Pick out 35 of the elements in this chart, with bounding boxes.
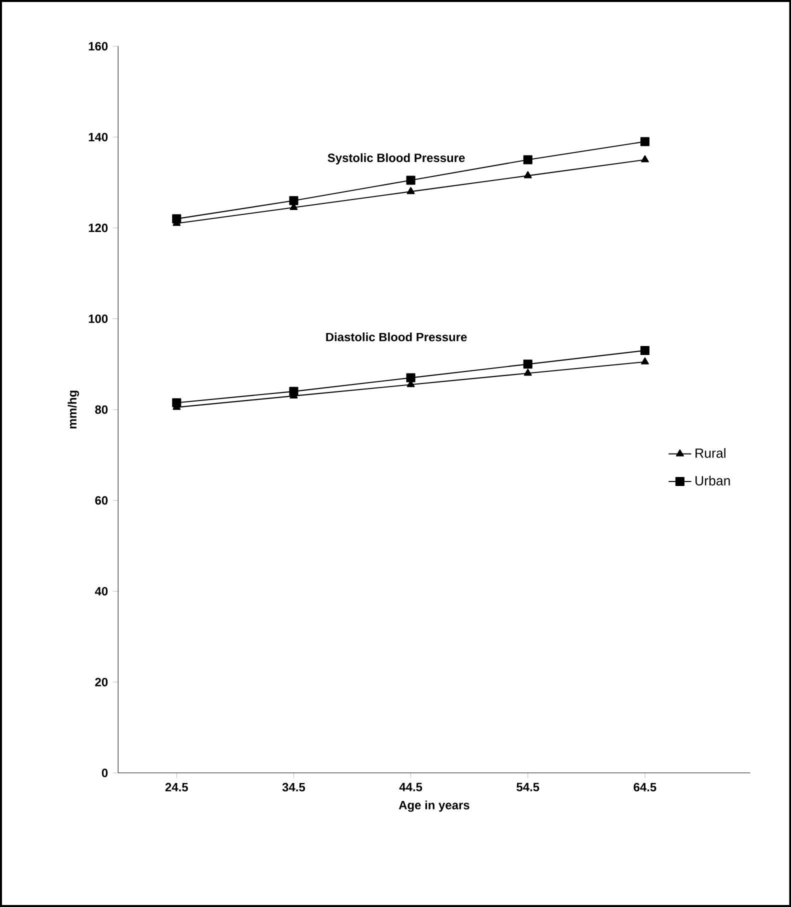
x-axis-title: Age in years: [398, 800, 470, 812]
point: [524, 171, 532, 178]
point: [524, 368, 532, 376]
y-tick-label: 120: [88, 224, 108, 232]
point: [523, 360, 532, 369]
point: [406, 373, 416, 382]
x-tick-label: 64.5: [634, 782, 656, 792]
point: [406, 187, 415, 194]
point: [523, 155, 532, 164]
x-tick-label: 44.5: [399, 782, 422, 792]
legend-label: Rural: [695, 448, 726, 458]
point: [640, 357, 649, 364]
annotation: Diastolic Blood Pressure: [326, 332, 467, 342]
annotation: Systolic Blood Pressure: [328, 153, 465, 164]
y-axis-title: mm/hg: [68, 390, 79, 428]
x-tick-label: 54.5: [516, 782, 540, 792]
legend-label: Urban: [695, 476, 730, 486]
point: [289, 196, 298, 206]
point: [289, 386, 298, 396]
point: [172, 398, 182, 408]
y-tick-label: 20: [95, 678, 108, 686]
point: [172, 214, 182, 224]
y-tick-label: 0: [102, 768, 108, 778]
point: [406, 176, 416, 185]
y-tick-label: 140: [88, 132, 108, 142]
point: [640, 346, 650, 356]
point: [640, 137, 650, 146]
y-tick-label: 40: [94, 586, 108, 596]
point: [640, 155, 649, 162]
y-tick-label: 160: [88, 42, 108, 50]
x-tick-label: 24.5: [165, 782, 188, 792]
x-tick-label: 34.5: [282, 782, 305, 792]
y-tick-label: 100: [88, 314, 108, 323]
y-tick-label: 60: [95, 496, 108, 505]
y-tick-label: 80: [95, 405, 108, 414]
